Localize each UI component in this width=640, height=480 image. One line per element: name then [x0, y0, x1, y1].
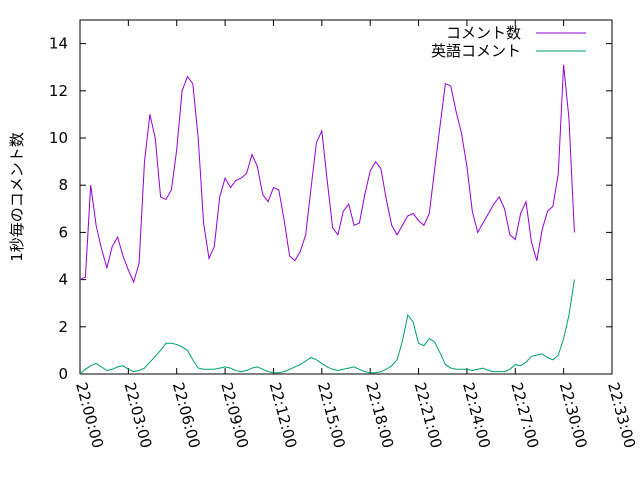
x-tick-label: 22:33:00: [604, 380, 639, 450]
y-tick-label: 2: [58, 318, 68, 336]
x-tick-label: 22:06:00: [169, 380, 204, 450]
x-tick-label: 22:03:00: [120, 380, 155, 450]
x-tick-label: 22:09:00: [217, 380, 252, 450]
x-tick-label: 22:24:00: [459, 380, 494, 450]
y-tick-label: 6: [58, 223, 68, 241]
legend-label: 英語コメント: [431, 42, 521, 60]
y-tick-label: 0: [58, 365, 68, 383]
plot-frame: [79, 19, 613, 375]
y-tick-label: 8: [58, 176, 68, 194]
axes: [79, 19, 613, 375]
tick-labels: 0 2 4 6 8 10 12 14 22:00:00 22:03:00 22:06:00 22:09…: [49, 35, 639, 451]
series-lines: [79, 64, 575, 375]
y-tick-label: 12: [49, 82, 68, 100]
x-tick-label: 22:21:00: [411, 380, 446, 450]
x-tick-label: 22:12:00: [266, 380, 301, 450]
x-tick-label: 22:00:00: [72, 380, 107, 450]
x-tick-label: 22:27:00: [507, 380, 542, 450]
series-line-0: [79, 64, 575, 284]
legend-label: コメント数: [446, 24, 521, 42]
y-tick-label: 4: [58, 271, 68, 289]
y-tick-label: 14: [49, 35, 68, 53]
y-axis-label: 1秒毎のコメント数: [8, 132, 26, 262]
x-tick-label: 22:18:00: [362, 380, 397, 450]
x-tick-label: 22:15:00: [314, 380, 349, 450]
series-line-1: [79, 279, 575, 375]
x-tick-label: 22:30:00: [556, 380, 591, 450]
y-tick-label: 10: [49, 129, 68, 147]
